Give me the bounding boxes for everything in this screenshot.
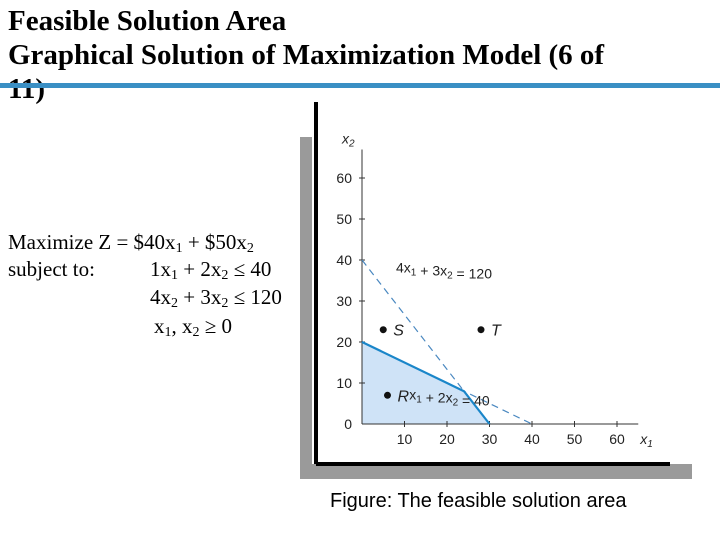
y-tick-label-30: 30 [336, 293, 352, 309]
y-tick-label-60: 60 [336, 170, 352, 186]
c3-s1: 1 [164, 325, 172, 340]
x-tick-label-30: 30 [482, 431, 498, 447]
c3-b: , x [171, 314, 193, 338]
y-tick-label-40: 40 [336, 252, 352, 268]
y-tick-label-10: 10 [336, 375, 352, 391]
title-rule [0, 83, 720, 88]
feasible-boundary [361, 341, 491, 425]
subject-to-label: subject to: [8, 257, 95, 281]
c1-s2: 2 [221, 268, 229, 283]
x-tick-label-50: 50 [567, 431, 583, 447]
constraint-2: 4x2 + 3x2 ≤ 120 [150, 285, 282, 316]
c2-a: 4x [150, 285, 171, 309]
objective-mid: + $50x [182, 230, 247, 254]
c3-c: ≥ 0 [199, 314, 233, 338]
c3-s2: 2 [192, 325, 200, 340]
point-t [477, 326, 485, 334]
c2-c: ≤ 120 [228, 285, 282, 309]
c1-b: + 2x [178, 257, 222, 281]
x-tick-label-20: 20 [439, 431, 455, 447]
point-r [384, 391, 391, 399]
c2-s2: 2 [221, 296, 229, 311]
title-line-3: 11) [8, 73, 46, 105]
constraint-3: x1, x2 ≥ 0 [154, 314, 232, 345]
constraint-1: 1x1 + 2x2 ≤ 40 [150, 257, 271, 288]
c3-a: x [154, 314, 165, 338]
y-tick-label-20: 20 [336, 334, 352, 350]
c1-c: ≤ 40 [228, 257, 272, 281]
point-label-t: T [491, 323, 502, 340]
x-tick-label-60: 60 [609, 431, 625, 447]
figure-caption: Figure: The feasible solution area [330, 490, 627, 512]
objective-sub1: 1 [175, 241, 183, 256]
objective-prefix: Maximize Z = $40x [8, 230, 176, 254]
constraint-label-1: 4x1 + 3x2 = 120 [396, 259, 492, 281]
c2-s1: 2 [171, 296, 178, 311]
slide-title: Feasible Solution Area Graphical Solutio… [8, 4, 708, 106]
point-s [379, 326, 387, 334]
c2-b: + 3x [178, 285, 222, 309]
x-tick-label-10: 10 [397, 431, 413, 447]
objective-sub2: 2 [246, 241, 254, 256]
y-tick-label-50: 50 [336, 211, 352, 227]
c1-s1: 1 [171, 268, 178, 283]
constraint-line-2 [361, 341, 533, 425]
constraint-label-2: x1 + 2x2 = 40 [409, 386, 490, 408]
feasible-region [362, 342, 490, 424]
c1-a: 1x [150, 257, 171, 281]
x-tick-label-40: 40 [524, 431, 540, 447]
point-label-r: R [398, 388, 410, 405]
point-label-s: S [393, 323, 404, 340]
title-line-2: Graphical Solution of Maximization Model… [8, 39, 605, 71]
y-tick-label-0: 0 [344, 416, 352, 432]
title-line-1: Feasible Solution Area [8, 5, 287, 37]
objective-function: Maximize Z = $40x1 + $50x2 [8, 230, 254, 261]
